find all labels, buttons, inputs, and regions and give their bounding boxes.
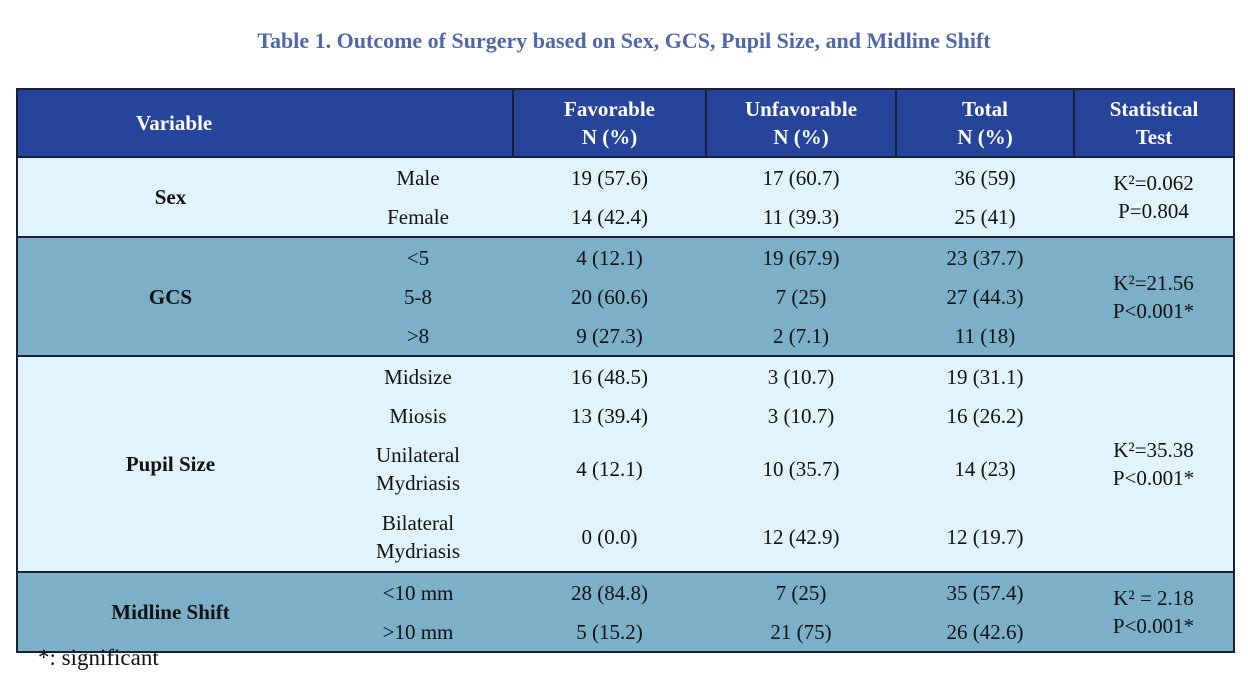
total-cell: 25 (41) [896, 197, 1075, 237]
stat-cell-pupil-size: K²=35.38 P<0.001* [1074, 356, 1235, 572]
footnote: *: significant [38, 645, 159, 670]
category-cell: Bilateral Mydriasis [323, 503, 514, 572]
unfavorable-cell: 17 (60.7) [706, 157, 897, 197]
total-cell: 19 (31.1) [896, 356, 1075, 396]
table-row: GCS <5 4 (12.1) 19 (67.9) 23 (37.7) K²=2… [17, 237, 1235, 356]
category-cell: Unilateral Mydriasis [323, 435, 514, 503]
category-line1: Unilateral [376, 443, 460, 467]
total-cell: 27 (44.3) [896, 277, 1075, 316]
stat-p: P<0.001* [1112, 614, 1195, 638]
unfavorable-cell: 7 (25) [706, 572, 897, 612]
table-row: 5-8 20 (60.6) 7 (25) 27 (44.3) [17, 277, 1234, 316]
favorable-cell: 4 (12.1) [513, 435, 707, 503]
stat-p: P<0.001* [1112, 466, 1195, 490]
table-row: Pupil Size Midsize 16 (48.5) 3 (10.7) 19… [17, 356, 1235, 572]
header-unfavorable: Unfavorable N (%) [706, 89, 898, 158]
table-row: Unilateral Mydriasis 4 (12.1) 10 (35.7) … [17, 435, 1234, 503]
category-cell: 5-8 [323, 277, 514, 316]
variable-gcs: GCS [17, 237, 323, 356]
table-row: Female 14 (42.4) 11 (39.3) 25 (41) [17, 197, 1234, 237]
unfavorable-cell: 10 (35.7) [706, 435, 897, 503]
favorable-cell: 19 (57.6) [513, 157, 707, 197]
total-cell: 12 (19.7) [896, 503, 1075, 572]
header-favorable-line2: N (%) [581, 125, 638, 149]
table-row: >10 mm 5 (15.2) 21 (75) 26 (42.6) [17, 612, 1234, 652]
table-row: Midline Shift <10 mm 28 (84.8) 7 (25) 35… [17, 572, 1235, 652]
category-line1: Bilateral [381, 511, 455, 535]
table-title: Table 1. Outcome of Surgery based on Sex… [257, 28, 991, 53]
favorable-cell: 14 (42.4) [513, 197, 707, 237]
favorable-cell: 0 (0.0) [513, 503, 707, 572]
header-favorable: Favorable N (%) [513, 89, 708, 158]
table-row: >8 9 (27.3) 2 (7.1) 11 (18) [17, 316, 1234, 356]
table-row: Miosis 13 (39.4) 3 (10.7) 16 (26.2) [17, 396, 1234, 435]
stat-k2: K²=35.38 [1113, 438, 1194, 462]
favorable-cell: 16 (48.5) [513, 356, 707, 396]
category-cell: Male [323, 157, 514, 197]
table-row: Bilateral Mydriasis 0 (0.0) 12 (42.9) 12… [17, 503, 1234, 572]
header-favorable-line1: Favorable [564, 97, 655, 121]
total-cell: 11 (18) [896, 316, 1075, 356]
unfavorable-cell: 21 (75) [706, 612, 897, 652]
total-cell: 36 (59) [896, 157, 1075, 197]
category-cell: Midsize [323, 356, 514, 396]
group-gcs: GCS <5 4 (12.1) 19 (67.9) 23 (37.7) K²=2… [17, 237, 1235, 356]
stat-cell-gcs: K²=21.56 P<0.001* [1074, 237, 1235, 356]
group-sex: Sex Male 19 (57.6) 17 (60.7) 36 (59) K²=… [17, 157, 1235, 237]
table-row: Sex Male 19 (57.6) 17 (60.7) 36 (59) K²=… [17, 157, 1235, 237]
table-header: Variable Favorable N (%) Unfavorable N (… [17, 89, 1235, 158]
favorable-cell: 9 (27.3) [513, 316, 707, 356]
header-unfavorable-line1: Unfavorable [745, 97, 858, 121]
total-cell: 26 (42.6) [896, 612, 1075, 652]
total-cell: 23 (37.7) [896, 237, 1075, 277]
unfavorable-cell: 3 (10.7) [706, 356, 897, 396]
category-cell: Female [323, 197, 514, 237]
header-stat-line2: Test [1135, 125, 1173, 149]
group-midline-shift: Midline Shift <10 mm 28 (84.8) 7 (25) 35… [17, 572, 1235, 652]
unfavorable-cell: 12 (42.9) [706, 503, 897, 572]
stat-cell-midline-shift: K² = 2.18 P<0.001* [1074, 572, 1235, 652]
category-line2: Mydriasis [376, 471, 460, 495]
variable-pupil-size: Pupil Size [17, 356, 323, 572]
stat-k2: K² = 2.18 [1113, 586, 1194, 610]
unfavorable-cell: 19 (67.9) [706, 237, 897, 277]
category-line2: Mydriasis [376, 539, 460, 563]
unfavorable-cell: 11 (39.3) [706, 197, 897, 237]
header-variable: Variable [17, 89, 515, 158]
stat-p: P=0.804 [1118, 199, 1189, 223]
stat-p: P<0.001* [1112, 298, 1195, 323]
favorable-cell: 5 (15.2) [513, 612, 707, 652]
unfavorable-cell: 7 (25) [706, 277, 897, 316]
variable-sex: Sex [17, 157, 323, 237]
stat-cell-sex: K²=0.062 P=0.804 [1074, 157, 1235, 237]
group-pupil-size: Pupil Size Midsize 16 (48.5) 3 (10.7) 19… [17, 356, 1235, 572]
favorable-cell: 28 (84.8) [513, 572, 707, 612]
header-total-line2: N (%) [957, 125, 1013, 149]
unfavorable-cell: 2 (7.1) [706, 316, 897, 356]
favorable-cell: 20 (60.6) [513, 277, 707, 316]
category-cell: <5 [323, 237, 514, 277]
stat-k2: K²=21.56 [1113, 270, 1194, 295]
total-cell: 35 (57.4) [896, 572, 1075, 612]
total-cell: 14 (23) [896, 435, 1075, 503]
unfavorable-cell: 3 (10.7) [706, 396, 897, 435]
category-cell: <10 mm [323, 572, 514, 612]
category-cell: >10 mm [323, 612, 514, 652]
outcome-table: Variable Favorable N (%) Unfavorable N (… [16, 88, 1236, 653]
favorable-cell: 4 (12.1) [513, 237, 707, 277]
header-total-line1: Total [962, 97, 1008, 121]
category-cell: Miosis [323, 396, 514, 435]
header-total: Total N (%) [896, 89, 1076, 158]
header-statistical-test: Statistical Test [1074, 89, 1235, 158]
stat-k2: K²=0.062 [1113, 171, 1194, 195]
header-unfavorable-line2: N (%) [773, 125, 829, 149]
total-cell: 16 (26.2) [896, 396, 1075, 435]
category-cell: >8 [323, 316, 514, 356]
variable-midline-shift: Midline Shift [17, 572, 323, 652]
header-stat-line1: Statistical [1109, 97, 1199, 121]
favorable-cell: 13 (39.4) [513, 396, 707, 435]
